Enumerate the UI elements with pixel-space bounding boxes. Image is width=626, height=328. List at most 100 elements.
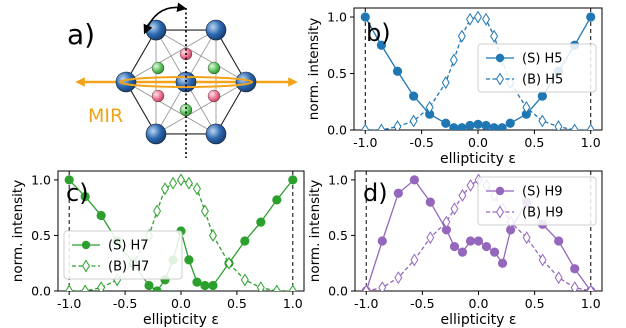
data-point-circle: [449, 241, 460, 252]
lattice-atom-large: [145, 123, 167, 145]
x-tick-label: -0.5: [113, 296, 137, 311]
data-point-circle: [240, 236, 250, 246]
legend-label: (S) H5: [522, 52, 563, 67]
data-point-circle: [554, 236, 564, 246]
data-point-circle: [360, 12, 370, 22]
y-tick-label: 0.5: [328, 228, 348, 243]
x-tick-label: -1.0: [353, 135, 377, 150]
data-point-diamond: [538, 114, 547, 128]
data-point-circle: [80, 191, 90, 202]
data-point-diamond: [362, 284, 371, 291]
x-axis-label: ellipticity ε: [441, 312, 517, 328]
data-point-circle: [505, 118, 515, 128]
x-tick-label: 1.0: [283, 296, 303, 311]
data-point-circle: [489, 123, 499, 130]
legend-marker-circle: [495, 186, 505, 196]
data-point-diamond: [65, 284, 74, 291]
lattice-atom-large: [205, 19, 227, 41]
data-point-diamond: [193, 182, 201, 196]
legend-marker-circle: [495, 53, 505, 63]
data-point-circle: [481, 241, 492, 252]
data-point-diamond: [522, 231, 531, 245]
legend-label: (B) H9: [522, 206, 563, 221]
data-point-diamond: [272, 284, 281, 291]
data-point-circle: [449, 123, 459, 130]
data-point-circle: [184, 255, 194, 265]
legend-label: (B) H7: [108, 260, 149, 275]
lattice-schematic: [75, 2, 298, 158]
panel-b-chart: -1.0 -0.5 0.0 0.5 1.0 0.0 0.5 1.0 ellipticity ε n…: [306, 7, 603, 167]
x-tick-label: 1.0: [581, 296, 601, 311]
data-point-circle: [465, 120, 475, 130]
data-point-circle: [497, 258, 508, 268]
data-point-diamond: [153, 204, 162, 218]
data-point-circle: [570, 264, 580, 274]
y-tick-label: 0.0: [31, 284, 51, 299]
y-tick-label: 1.0: [328, 172, 348, 187]
data-point-diamond: [256, 281, 265, 291]
data-point-diamond: [378, 281, 387, 291]
data-point-circle: [272, 195, 282, 205]
data-point-diamond: [161, 182, 169, 196]
data-point-circle: [200, 280, 210, 291]
data-point-circle: [64, 175, 74, 185]
panel-label: d): [363, 179, 388, 207]
data-point-circle: [537, 91, 547, 101]
y-axis-label: norm. intensity: [307, 180, 323, 282]
legend: (S) H7 (B) H7: [63, 230, 183, 280]
data-point-diamond: [425, 100, 434, 114]
data-point-diamond: [177, 173, 185, 187]
rotation-arrow: [143, 2, 187, 35]
data-point-circle: [489, 247, 500, 257]
data-point-circle: [208, 280, 218, 291]
data-point-diamond: [394, 271, 403, 285]
data-point-diamond: [377, 123, 386, 130]
data-point-circle: [457, 123, 467, 130]
data-point-circle: [465, 236, 476, 246]
data-point-diamond: [522, 100, 531, 114]
panel-label-a: a): [67, 18, 95, 51]
data-point-diamond: [426, 231, 435, 245]
data-point-diamond: [240, 273, 249, 287]
legend-marker-diamond: [496, 72, 504, 86]
y-axis-label: norm. intensity: [306, 18, 322, 120]
legend-box: [477, 176, 597, 226]
data-point-diamond: [361, 123, 370, 130]
legend: (S) H5 (B) H5: [477, 43, 597, 93]
data-point-circle: [409, 175, 419, 185]
data-point-circle: [425, 197, 435, 207]
data-point-circle: [256, 217, 266, 227]
lattice-atom-small: [179, 103, 193, 117]
data-point-diamond: [570, 281, 579, 291]
data-point-diamond: [208, 228, 217, 242]
x-tick-label: 0.5: [227, 296, 247, 311]
data-point-circle: [409, 91, 419, 101]
data-point-circle: [586, 12, 596, 22]
lattice-atom-large: [115, 71, 137, 93]
data-point-circle: [377, 236, 387, 246]
lattice-atom-small: [151, 89, 165, 103]
data-point-diamond: [288, 284, 297, 291]
data-point-circle: [144, 280, 154, 291]
legend-label: (S) H7: [108, 239, 149, 254]
data-point-circle: [473, 119, 483, 129]
mir-label: MIR: [88, 105, 123, 127]
x-tick-label: -0.5: [410, 296, 434, 311]
y-tick-label: 1.0: [31, 172, 51, 187]
data-point-circle: [457, 247, 468, 257]
data-point-circle: [481, 120, 491, 130]
lattice-atom-large: [235, 71, 257, 93]
x-axis-label: ellipticity ε: [143, 312, 219, 328]
data-area: [360, 10, 596, 130]
data-point-diamond: [449, 53, 458, 67]
data-point-diamond: [554, 271, 563, 285]
data-point-diamond: [570, 123, 579, 130]
panel-d-chart: -1.0 -0.5 0.0 0.5 1.0 0.0 0.5 1.0 ellipticity ε n…: [307, 170, 603, 328]
data-point-diamond: [184, 176, 193, 190]
legend-box: [63, 230, 183, 280]
x-tick-label: -1.0: [57, 296, 81, 311]
x-tick-label: 0.5: [524, 135, 544, 150]
data-point-diamond: [450, 202, 459, 216]
x-tick-label: 0.5: [525, 296, 545, 311]
